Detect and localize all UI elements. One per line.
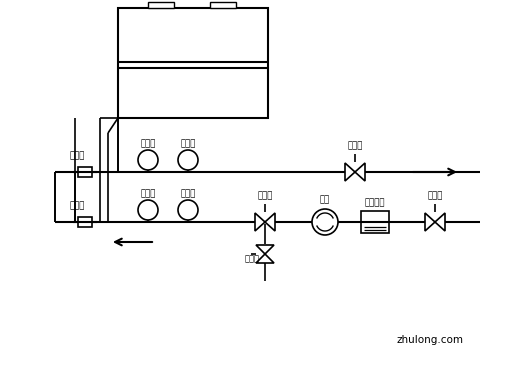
Text: 调节阀: 调节阀	[257, 191, 272, 200]
Polygon shape	[425, 213, 435, 231]
Circle shape	[138, 200, 158, 220]
Polygon shape	[345, 163, 355, 181]
Text: 压力表: 压力表	[140, 139, 156, 148]
Circle shape	[312, 209, 338, 235]
Text: 维修阀: 维修阀	[347, 141, 362, 151]
Text: 管接头: 管接头	[70, 151, 85, 161]
Circle shape	[178, 200, 198, 220]
Circle shape	[178, 150, 198, 170]
Circle shape	[138, 150, 158, 170]
Text: 水泵: 水泵	[320, 196, 330, 204]
Polygon shape	[256, 245, 274, 254]
Bar	[210, 2, 236, 8]
Polygon shape	[256, 254, 274, 263]
Text: 排水管: 排水管	[245, 255, 260, 263]
Polygon shape	[355, 163, 365, 181]
Bar	[361, 211, 389, 233]
Text: 温度表: 温度表	[180, 190, 196, 198]
Bar	[148, 2, 174, 8]
Bar	[78, 217, 92, 227]
Text: zhulong.com: zhulong.com	[396, 335, 463, 345]
Text: 温度表: 温度表	[180, 139, 196, 148]
Text: 压力表: 压力表	[140, 190, 156, 198]
Polygon shape	[265, 213, 275, 231]
Polygon shape	[435, 213, 445, 231]
Text: 维修阀: 维修阀	[427, 191, 442, 200]
Bar	[78, 167, 92, 177]
Bar	[118, 8, 268, 118]
Polygon shape	[255, 213, 265, 231]
Text: 水过滤器: 水过滤器	[365, 198, 385, 207]
Text: 管接头: 管接头	[70, 201, 85, 210]
